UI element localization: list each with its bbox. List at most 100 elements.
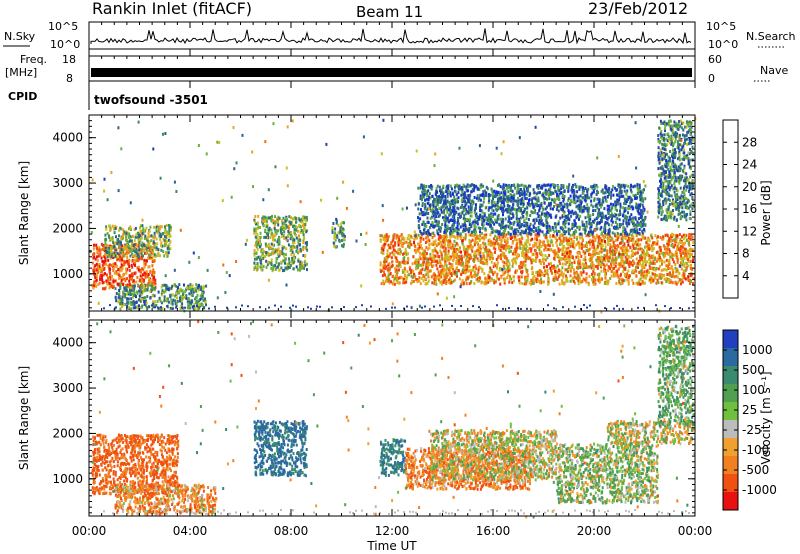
- power-cell: [449, 269, 452, 273]
- power-cell: [648, 257, 651, 261]
- power-cell: [515, 243, 518, 247]
- power-cell: [675, 254, 678, 258]
- power-cell: [425, 257, 428, 261]
- power-cell: [584, 255, 587, 259]
- power-cell: [141, 231, 144, 235]
- power-cell: [130, 303, 133, 306]
- power-cell: [104, 242, 107, 246]
- freq-right-tick-top: 60: [708, 53, 722, 66]
- power-cell: [132, 249, 135, 253]
- power-cell: [525, 250, 528, 254]
- power-cell: [686, 239, 689, 242]
- power-cell: [669, 235, 672, 239]
- power-cell: [612, 243, 615, 247]
- power-cell: [194, 301, 197, 305]
- power-cell: [580, 254, 583, 258]
- power-cell: [472, 266, 475, 269]
- power-cell: [524, 259, 527, 263]
- power-cell: [93, 265, 96, 269]
- power-cell: [688, 255, 691, 259]
- power-cell: [132, 289, 135, 293]
- power-cell: [522, 202, 525, 206]
- power-cell: [133, 287, 136, 291]
- power-cell: [270, 258, 273, 262]
- power-cell: [305, 215, 308, 219]
- power-cell: [381, 269, 384, 273]
- power-cell: [280, 235, 283, 238]
- power-cell: [278, 216, 281, 220]
- power-cell: [675, 239, 678, 243]
- power-cell: [300, 225, 303, 229]
- power-cell: [103, 249, 106, 253]
- power-cell: [687, 249, 690, 253]
- power-cell: [135, 280, 138, 284]
- power-cell: [639, 260, 642, 264]
- power-cell: [152, 251, 155, 255]
- power-cell: [662, 237, 665, 241]
- power-cell: [632, 239, 635, 243]
- power-cell: [103, 287, 106, 291]
- power-cell: [160, 301, 163, 305]
- power-cell: [401, 260, 404, 264]
- power-cell: [333, 236, 336, 240]
- power-cell: [665, 277, 668, 281]
- power-cell: [660, 268, 663, 272]
- power-cell: [684, 261, 687, 265]
- power-cell: [568, 255, 571, 259]
- power-cell: [492, 237, 495, 241]
- power-cell: [515, 214, 518, 218]
- power-cell: [388, 277, 391, 281]
- power-cell: [155, 225, 158, 229]
- power-cell: [298, 218, 301, 222]
- power-cell: [682, 251, 685, 255]
- power-cell: [256, 247, 259, 251]
- power-cell: [143, 300, 146, 304]
- power-cell: [306, 248, 309, 252]
- power-cell: [415, 278, 418, 281]
- power-cell: [154, 300, 157, 304]
- power-heatmap: [89, 117, 697, 314]
- power-cell: [474, 252, 477, 255]
- power-cell: [435, 259, 438, 263]
- power-cell: [281, 250, 284, 254]
- power-cell: [683, 263, 686, 267]
- power-cell: [526, 240, 529, 244]
- power-cell: [649, 277, 652, 281]
- power-cell: [381, 250, 384, 253]
- power-cell: [547, 247, 550, 251]
- power-cell: [108, 263, 111, 267]
- power-cell: [572, 256, 574, 260]
- power-cell: [610, 259, 613, 263]
- power-cell: [454, 268, 457, 272]
- power-cell: [165, 297, 168, 301]
- power-cell: [631, 278, 634, 282]
- power-cell: [656, 242, 659, 246]
- power-cell: [434, 280, 437, 284]
- power-cell: [383, 282, 386, 286]
- power-cell: [138, 240, 141, 244]
- power-cell: [153, 253, 156, 257]
- power-cell: [617, 236, 620, 240]
- power-cell: [454, 185, 456, 189]
- power-cell: [644, 260, 647, 264]
- power-cell: [546, 197, 549, 201]
- power-cell: [465, 258, 468, 262]
- power-cell: [592, 270, 595, 274]
- power-cell: [109, 275, 111, 279]
- power-cell: [419, 257, 422, 261]
- power-cell: [659, 277, 662, 280]
- power-cell: [612, 248, 614, 252]
- power-cell: [120, 275, 123, 279]
- power-cell: [409, 242, 412, 246]
- power-cell: [646, 271, 648, 275]
- power-cell: [297, 251, 300, 255]
- power-cell: [176, 289, 179, 292]
- power-cell: [110, 263, 113, 267]
- power-cell: [620, 272, 622, 276]
- power-cell: [385, 276, 388, 280]
- power-cell: [401, 268, 404, 272]
- power-cell: [654, 262, 657, 265]
- power-cell: [138, 298, 140, 302]
- power-cell: [470, 246, 473, 250]
- power-cell: [388, 268, 391, 272]
